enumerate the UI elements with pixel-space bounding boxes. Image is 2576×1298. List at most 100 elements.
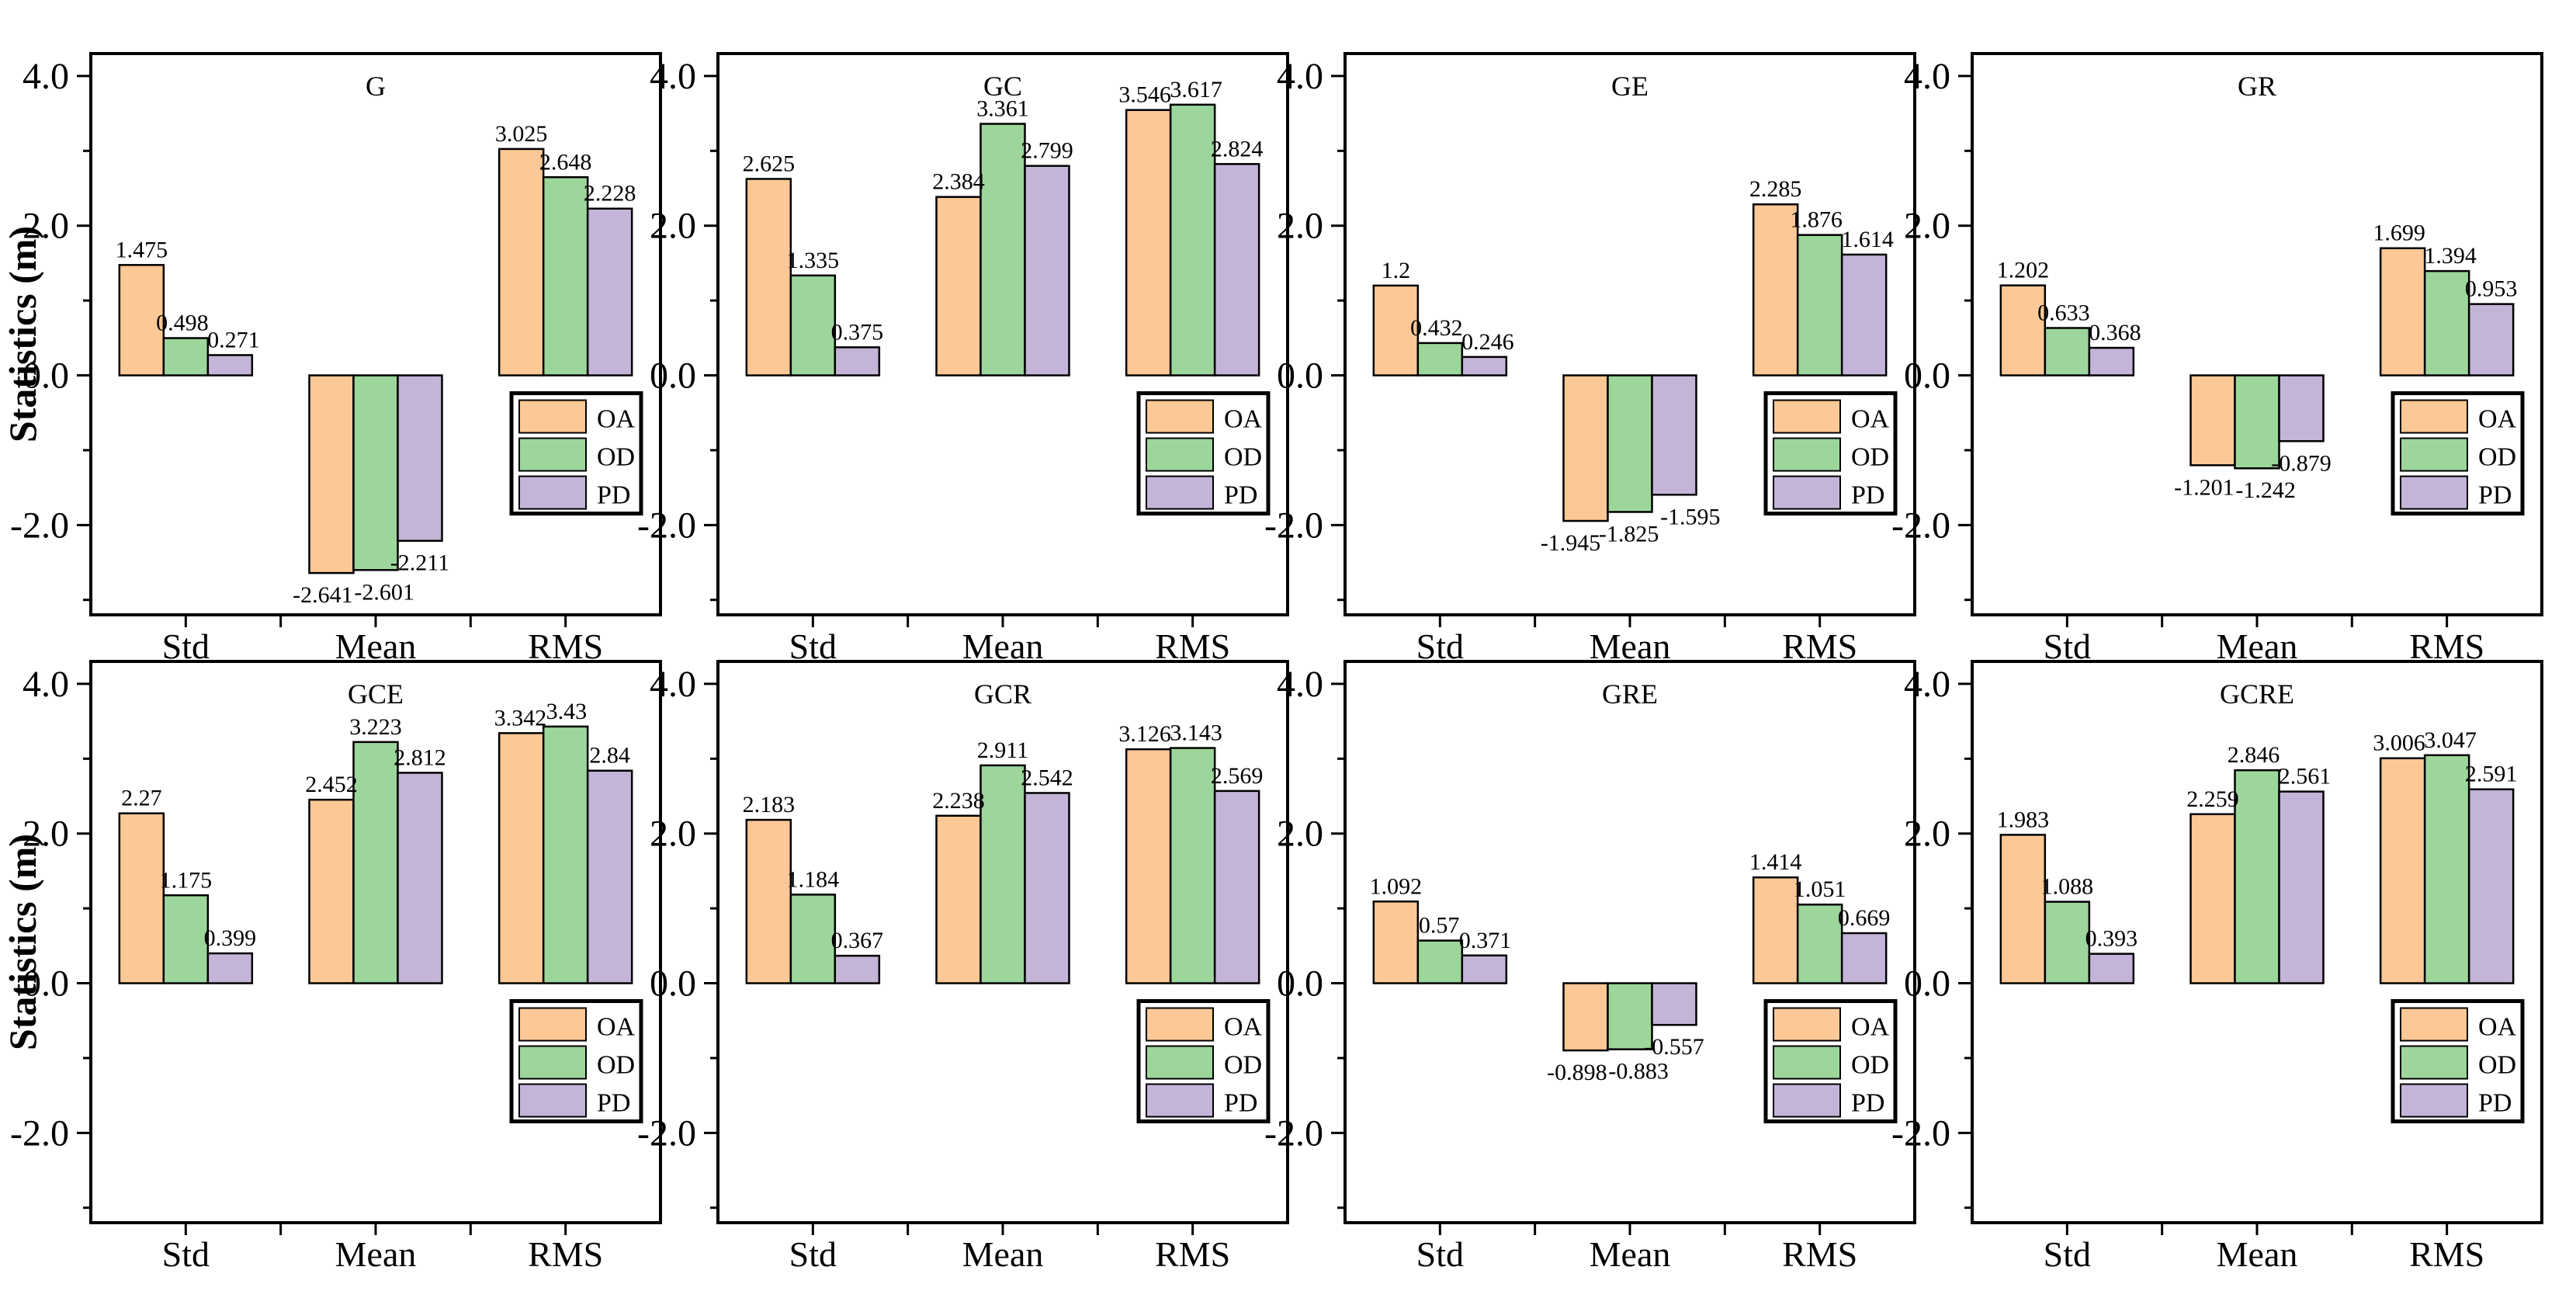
y-tick-label: 4.0	[23, 664, 69, 705]
y-axis-label: Statistics (m)	[1, 226, 44, 442]
bar-OA-Std	[745, 178, 792, 377]
bar-value-PD-Std: 0.367	[831, 928, 884, 953]
bar-OD-Mean	[352, 374, 399, 571]
bar-value-OD-RMS: 3.43	[546, 699, 588, 724]
legend-swatch-OA	[1773, 1007, 1841, 1042]
legend-swatch-OA	[1773, 399, 1841, 434]
bar-value-OD-RMS: 3.143	[1170, 720, 1222, 746]
bar-PD-Mean	[1024, 792, 1070, 984]
legend-label-OA: OA	[2478, 1013, 2517, 1042]
bar-PD-Mean	[1651, 982, 1697, 1026]
x-tick-label-Mean: Mean	[962, 1234, 1044, 1274]
legend-swatch-OA	[2400, 399, 2468, 434]
x-tick-label-RMS: RMS	[528, 626, 603, 666]
bar-OA-RMS	[1752, 876, 1799, 984]
legend-swatch-OA	[1146, 1007, 1214, 1042]
legend-label-OD: OD	[1224, 443, 1262, 472]
bar-OA-RMS	[2379, 757, 2426, 984]
legend-swatch-OD	[518, 437, 587, 472]
legend-label-PD: PD	[2478, 1089, 2512, 1118]
bar-OA-Std	[118, 812, 165, 984]
y-tick-label: 2.0	[1277, 206, 1323, 247]
legend: OA OD PD	[2391, 999, 2525, 1124]
legend-label-OA: OA	[1224, 1013, 1263, 1042]
bar-value-PD-RMS: 2.228	[584, 181, 636, 206]
bar-value-PD-Std: 0.246	[1461, 329, 1514, 355]
bar-OD-Mean	[979, 123, 1026, 377]
bar-PD-Std	[2088, 346, 2135, 377]
bar-value-OD-RMS: 1.394	[2424, 243, 2477, 269]
x-tick-label-Std: Std	[1416, 626, 1464, 666]
bar-OD-Std	[2044, 901, 2091, 984]
subplot-title: GC	[983, 71, 1022, 102]
bar-OD-Std	[162, 337, 210, 377]
bar-value-OD-Std: 0.498	[156, 311, 209, 336]
x-tick-label-Mean: Mean	[335, 626, 417, 666]
bar-OA-RMS	[1125, 109, 1172, 377]
bar-value-OD-Mean: 2.846	[2228, 742, 2280, 768]
bar-OD-RMS	[1796, 903, 1843, 984]
bar-OD-RMS	[2423, 269, 2470, 377]
legend-swatch-OA	[1146, 399, 1214, 434]
legend: OA OD PD	[2391, 391, 2525, 516]
legend-label-PD: PD	[1851, 1089, 1884, 1118]
bar-value-PD-RMS: 0.953	[2465, 276, 2518, 302]
bar-value-PD-Std: 0.271	[207, 327, 260, 352]
bar-PD-RMS	[1213, 790, 1260, 984]
subplot-GRE: 1.092 0.570.371 -0.898 -0.883-0.557 1.4141.0…	[1264, 660, 1916, 1274]
y-tick-label: 4.0	[1277, 56, 1323, 97]
bar-value-OD-Std: 1.184	[787, 866, 840, 892]
bar-OD-RMS	[1169, 103, 1216, 377]
legend-swatch-OD	[1773, 1045, 1841, 1080]
bar-OD-Std	[1416, 939, 1464, 984]
bar-OD-Mean	[1607, 374, 1653, 513]
x-tick-label-RMS: RMS	[1155, 626, 1230, 666]
bar-PD-Std	[1461, 954, 1508, 984]
bar-OD-Std	[789, 894, 837, 984]
x-tick-label-Mean: Mean	[335, 1234, 417, 1274]
bar-value-PD-Std: 0.371	[1459, 928, 1512, 953]
legend-label-PD: PD	[2478, 481, 2512, 510]
y-tick-label: 0.0	[1277, 963, 1323, 1005]
bar-PD-Mean	[397, 374, 443, 542]
bar-OD-Mean	[979, 764, 1026, 984]
bar-value-OA-RMS: 3.025	[495, 121, 548, 147]
bar-value-OA-Std: 1.2	[1382, 258, 1411, 283]
legend-swatch-OA	[2400, 1007, 2468, 1042]
y-tick-label: -2.0	[637, 505, 696, 546]
bar-PD-Mean	[2278, 790, 2325, 984]
legend: OA OD PD	[1763, 999, 1898, 1124]
bar-PD-Mean	[1651, 374, 1697, 496]
bar-value-OA-RMS: 2.285	[1749, 176, 1802, 202]
bar-OD-Std	[789, 274, 837, 377]
legend-swatch-PD	[518, 1083, 587, 1118]
y-tick-label: 2.0	[1277, 814, 1323, 855]
subplot-GC: 2.625 1.335 0.375 2.384 3.361 2.799 3.5463.617…	[637, 52, 1289, 666]
bar-OA-Mean	[2189, 813, 2236, 984]
legend-label-OD: OD	[1851, 1051, 1889, 1080]
bar-OA-RMS	[1752, 203, 1799, 377]
bar-value-OD-Mean: -0.883	[1608, 1059, 1669, 1085]
legend: OA OD PD	[1136, 391, 1271, 516]
bar-value-PD-RMS: 2.569	[1211, 763, 1264, 789]
y-tick-label: 2.0	[650, 206, 696, 247]
bar-OA-RMS	[498, 148, 545, 377]
legend-swatch-OD	[2400, 437, 2468, 472]
bar-OA-Mean	[935, 814, 982, 984]
legend-label-OA: OA	[1224, 405, 1263, 434]
legend-swatch-OA	[518, 399, 587, 434]
bar-value-OA-RMS: 3.126	[1118, 721, 1171, 747]
bar-value-OD-Std: 0.57	[1419, 913, 1460, 939]
bar-OA-RMS	[2379, 247, 2426, 377]
legend-label-OA: OA	[1851, 405, 1890, 434]
bar-value-OA-Std: 1.092	[1370, 873, 1423, 899]
bar-OD-Std	[162, 894, 210, 984]
bar-PD-Std	[206, 354, 254, 377]
bar-OD-Mean	[2234, 769, 2280, 984]
bar-value-OD-Mean: 3.223	[349, 714, 402, 740]
bar-value-PD-Mean: -1.595	[1660, 504, 1721, 529]
bar-value-OA-Mean: 2.238	[932, 788, 985, 814]
bar-value-PD-Std: 0.393	[2085, 926, 2138, 952]
